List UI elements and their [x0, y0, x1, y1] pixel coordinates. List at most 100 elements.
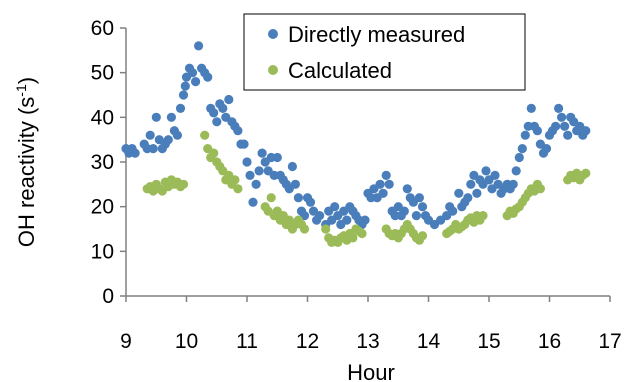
- data-point: [130, 148, 140, 158]
- data-point: [233, 126, 243, 136]
- data-point: [478, 211, 488, 221]
- data-point: [384, 179, 394, 189]
- x-ticks: 9 10 11 12 13 14 15 16 17: [120, 296, 622, 353]
- data-point: [381, 170, 391, 180]
- data-point: [224, 94, 234, 105]
- legend-box: [243, 13, 526, 91]
- data-point: [180, 81, 190, 91]
- y-axis-title-superscript: -1: [13, 84, 29, 97]
- data-point: [257, 148, 267, 158]
- data-point: [520, 130, 530, 140]
- data-point: [200, 130, 210, 140]
- x-tick-label: 12: [296, 330, 319, 353]
- data-point: [175, 103, 186, 113]
- data-point: [541, 144, 552, 154]
- data-point: [218, 103, 228, 113]
- x-tick-label: 9: [120, 330, 132, 353]
- data-point: [454, 188, 464, 198]
- data-point: [557, 112, 567, 122]
- data-point: [554, 103, 564, 113]
- x-tick-label: 15: [477, 330, 500, 353]
- data-point: [414, 193, 424, 203]
- data-point: [411, 211, 421, 221]
- data-point: [517, 144, 527, 154]
- data-point: [266, 193, 276, 203]
- data-point: [251, 179, 261, 189]
- data-point: [187, 68, 198, 78]
- data-point: [463, 193, 473, 203]
- data-point: [191, 77, 201, 87]
- data-point: [242, 157, 252, 167]
- y-ticks: 0 10 20 30 40 50 60: [91, 17, 126, 308]
- legend-marker-directly-measured: [268, 29, 278, 39]
- data-point: [233, 184, 243, 194]
- data-point: [481, 166, 491, 176]
- data-point: [230, 175, 240, 185]
- data-point: [560, 121, 570, 131]
- data-point: [490, 170, 500, 180]
- y-tick-label: 20: [91, 196, 114, 219]
- data-point: [514, 152, 524, 163]
- y-tick-label: 10: [91, 240, 114, 263]
- data-point: [357, 228, 367, 239]
- data-point: [563, 130, 573, 140]
- x-tick-label: 13: [356, 330, 379, 353]
- data-point: [194, 41, 204, 51]
- data-point: [203, 72, 213, 82]
- data-point: [581, 168, 591, 178]
- x-axis-title: Hour: [347, 360, 395, 382]
- data-point: [209, 108, 219, 118]
- data-point: [212, 117, 222, 127]
- data-point: [417, 202, 428, 212]
- legend-label-calculated: Calculated: [288, 58, 392, 83]
- data-point: [378, 188, 388, 198]
- data-point: [508, 179, 518, 189]
- data-point: [172, 130, 182, 140]
- y-tick-label: 0: [102, 285, 114, 308]
- data-point: [360, 215, 370, 225]
- data-point: [581, 126, 591, 136]
- data-point: [511, 166, 521, 176]
- legend-label-directly-measured: Directly measured: [288, 22, 465, 47]
- data-point: [290, 179, 300, 189]
- data-point: [245, 170, 255, 180]
- data-point: [248, 197, 258, 207]
- series-calculated: [142, 130, 591, 247]
- data-point: [321, 224, 331, 234]
- data-point: [375, 179, 385, 189]
- data-point: [299, 224, 310, 234]
- data-point: [448, 206, 458, 216]
- data-point: [315, 211, 325, 221]
- y-tick-label: 50: [91, 62, 114, 85]
- y-tick-label: 60: [91, 17, 114, 40]
- data-point: [145, 130, 155, 140]
- data-point: [287, 161, 297, 172]
- data-point: [526, 103, 536, 113]
- y-tick-label: 30: [91, 151, 114, 174]
- legend-marker-calculated: [268, 65, 278, 75]
- y-tick-label: 40: [91, 106, 114, 129]
- data-point: [551, 121, 561, 131]
- data-point: [163, 135, 173, 145]
- series-directly-measured: [121, 41, 591, 230]
- data-point: [148, 144, 158, 154]
- data-point: [417, 231, 428, 241]
- data-point: [535, 184, 546, 194]
- series-layer: [121, 41, 591, 247]
- x-tick-label: 14: [417, 330, 441, 353]
- plot-area: 0 10 20 30 40 50 60 9 10 11 12 13 14 15 16 17: [91, 17, 622, 353]
- x-tick-label: 17: [598, 330, 621, 353]
- data-point: [342, 215, 352, 225]
- data-point: [293, 193, 303, 203]
- data-point: [254, 166, 264, 176]
- data-point: [330, 202, 340, 212]
- data-point: [151, 112, 161, 122]
- data-point: [402, 184, 412, 194]
- legend: Directly measured Calculated: [243, 13, 526, 91]
- data-point: [399, 206, 409, 216]
- data-point: [272, 152, 282, 163]
- y-axis-title: OH reactivity (s-1): [13, 77, 39, 247]
- data-point: [532, 126, 543, 136]
- data-point: [305, 197, 316, 207]
